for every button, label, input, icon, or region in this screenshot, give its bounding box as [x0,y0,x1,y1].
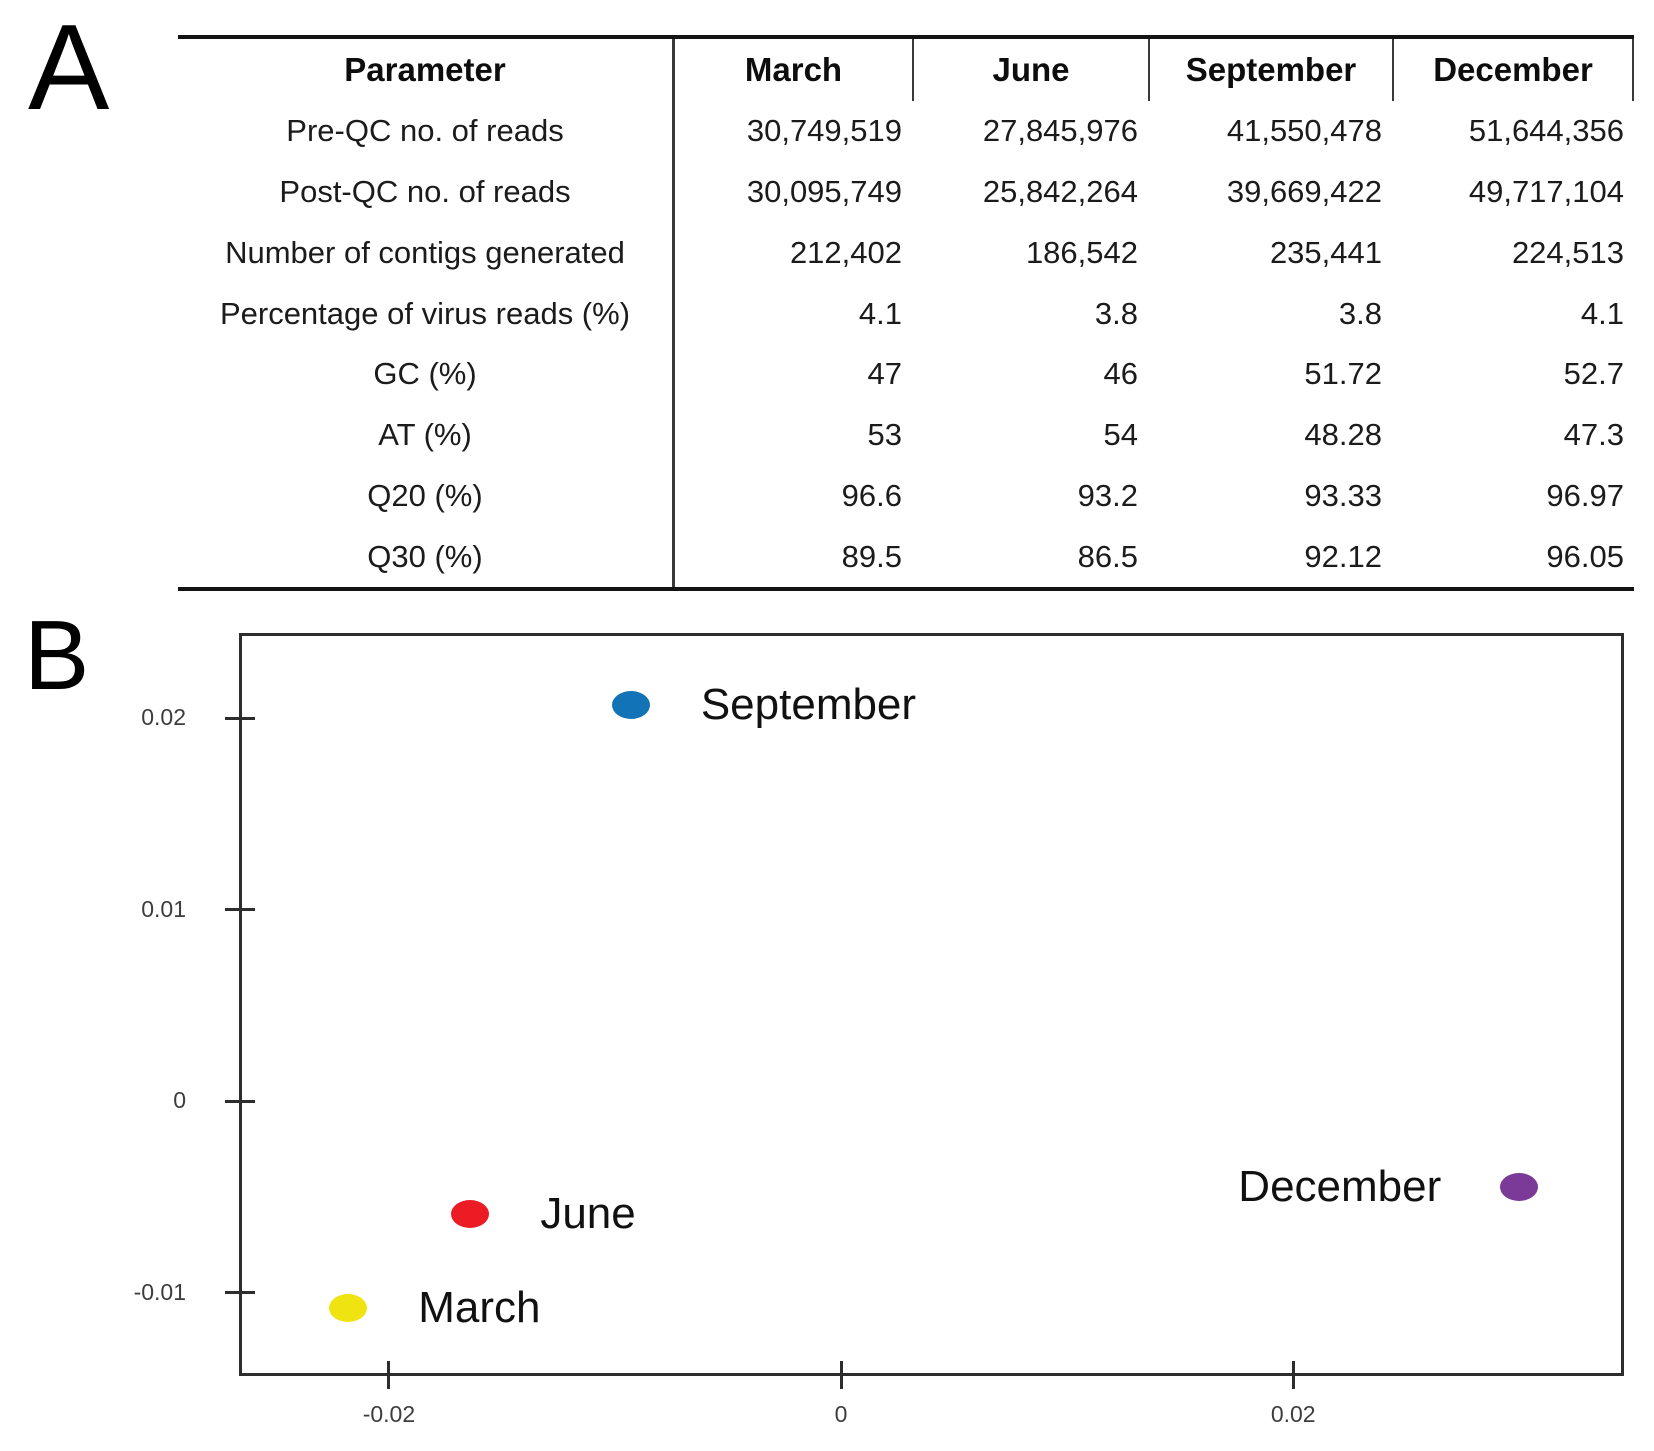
column-header-march: March [744,51,843,88]
point-label-december: December [1238,1162,1442,1212]
cell-value: 186,542 [1025,234,1138,270]
cell-value: 224,513 [1511,234,1624,270]
x-axis-tick-mark [839,1361,843,1389]
row-label: Number of contigs generated [178,222,675,284]
table-header-row: Parameter March June September December [178,39,1634,101]
point-label-september: September [700,679,917,729]
cell-value: 96.6 [841,477,902,513]
qc-summary-table: Parameter March June September December … [178,35,1634,591]
cell-value: 51.72 [1304,356,1382,392]
cell-value: 41,550,478 [1226,113,1382,149]
row-label: Percentage of virus reads (%) [178,283,675,344]
table-row: GC (%) 47 46 51.72 52.7 [178,344,1634,405]
panel-b-label: B [24,600,90,710]
panel-a-label: A [28,0,110,135]
table-row: Post-QC no. of reads 30,095,749 25,842,2… [178,161,1634,223]
column-header-june: June [912,39,1148,101]
scatter-point-march [329,1293,368,1322]
y-axis-tick-mark [225,1291,255,1295]
x-axis-tick-mark [1291,1361,1295,1389]
y-axis-tick-label: 0.01 [141,895,186,922]
row-label: Pre-QC no. of reads [178,101,675,162]
scatter-point-december [1500,1173,1539,1202]
x-axis-tick-label: -0.02 [362,1401,416,1427]
row-label: Post-QC no. of reads [178,161,675,223]
cell-value: 93.33 [1304,477,1382,513]
x-axis-tick-mark [387,1361,391,1389]
cell-value: 3.8 [1094,295,1138,331]
cell-value: 51,644,356 [1468,113,1624,149]
y-axis-tick-mark [225,908,255,912]
table-row: Q20 (%) 96.6 93.2 93.33 96.97 [178,465,1634,527]
table-row: Q30 (%) 89.5 86.5 92.12 96.05 [178,526,1634,587]
y-axis-tick-mark [225,1099,255,1103]
table-row: Pre-QC no. of reads 30,749,519 27,845,97… [178,101,1634,162]
point-label-june: June [540,1189,636,1239]
column-header-december: December [1392,39,1634,101]
cell-value: 54 [1103,417,1138,453]
table-row: AT (%) 53 54 48.28 47.3 [178,404,1634,466]
cell-value: 49,717,104 [1468,174,1624,210]
column-header-september: September [1148,39,1392,101]
y-axis-tick-label: -0.01 [133,1278,186,1305]
cell-value: 93.2 [1077,477,1138,513]
cell-value: 27,845,976 [982,113,1138,149]
cell-value: 96.05 [1546,538,1624,574]
x-axis-tick-label: 0 [834,1401,848,1427]
cell-value: 4.1 [858,295,902,331]
y-axis-tick-label: 0 [173,1087,186,1114]
scatter-point-september [611,690,650,719]
cell-value: 53 [867,417,902,453]
cell-value: 4.1 [1580,295,1624,331]
row-label: GC (%) [178,344,675,405]
cell-value: 92.12 [1304,538,1382,574]
cell-value: 89.5 [841,538,902,574]
y-axis-tick-label: 0.02 [141,704,186,731]
cell-value: 25,842,264 [982,174,1138,210]
table-row: Number of contigs generated 212,402 186,… [178,222,1634,284]
row-label: Q30 (%) [178,526,675,587]
column-header-parameter: Parameter [178,39,675,101]
scatter-point-june [451,1200,490,1229]
pcoa-scatter-plot: 0.02 0.01 0 -0.01 -0.02 0 0.02 March June Septemb… [134,633,1624,1427]
cell-value: 47.3 [1563,417,1624,453]
cell-value: 48.28 [1304,417,1382,453]
cell-value: 30,749,519 [746,113,902,149]
cell-value: 86.5 [1077,538,1138,574]
cell-value: 46 [1103,356,1138,392]
cell-value: 30,095,749 [746,174,902,210]
table-row: Percentage of virus reads (%) 4.1 3.8 3.… [178,283,1634,344]
cell-value: 235,441 [1269,234,1382,270]
point-label-march: March [418,1282,541,1332]
x-axis-tick-label: 0.02 [1270,1401,1316,1427]
cell-value: 47 [867,356,902,392]
row-label: AT (%) [178,404,675,466]
cell-value: 212,402 [789,234,902,270]
cell-value: 52.7 [1563,356,1624,392]
cell-value: 96.97 [1546,477,1624,513]
table-body: Pre-QC no. of reads 30,749,519 27,845,97… [178,101,1634,587]
cell-value: 39,669,422 [1226,174,1382,210]
row-label: Q20 (%) [178,465,675,527]
y-axis-tick-mark [225,716,255,720]
cell-value: 3.8 [1338,295,1382,331]
